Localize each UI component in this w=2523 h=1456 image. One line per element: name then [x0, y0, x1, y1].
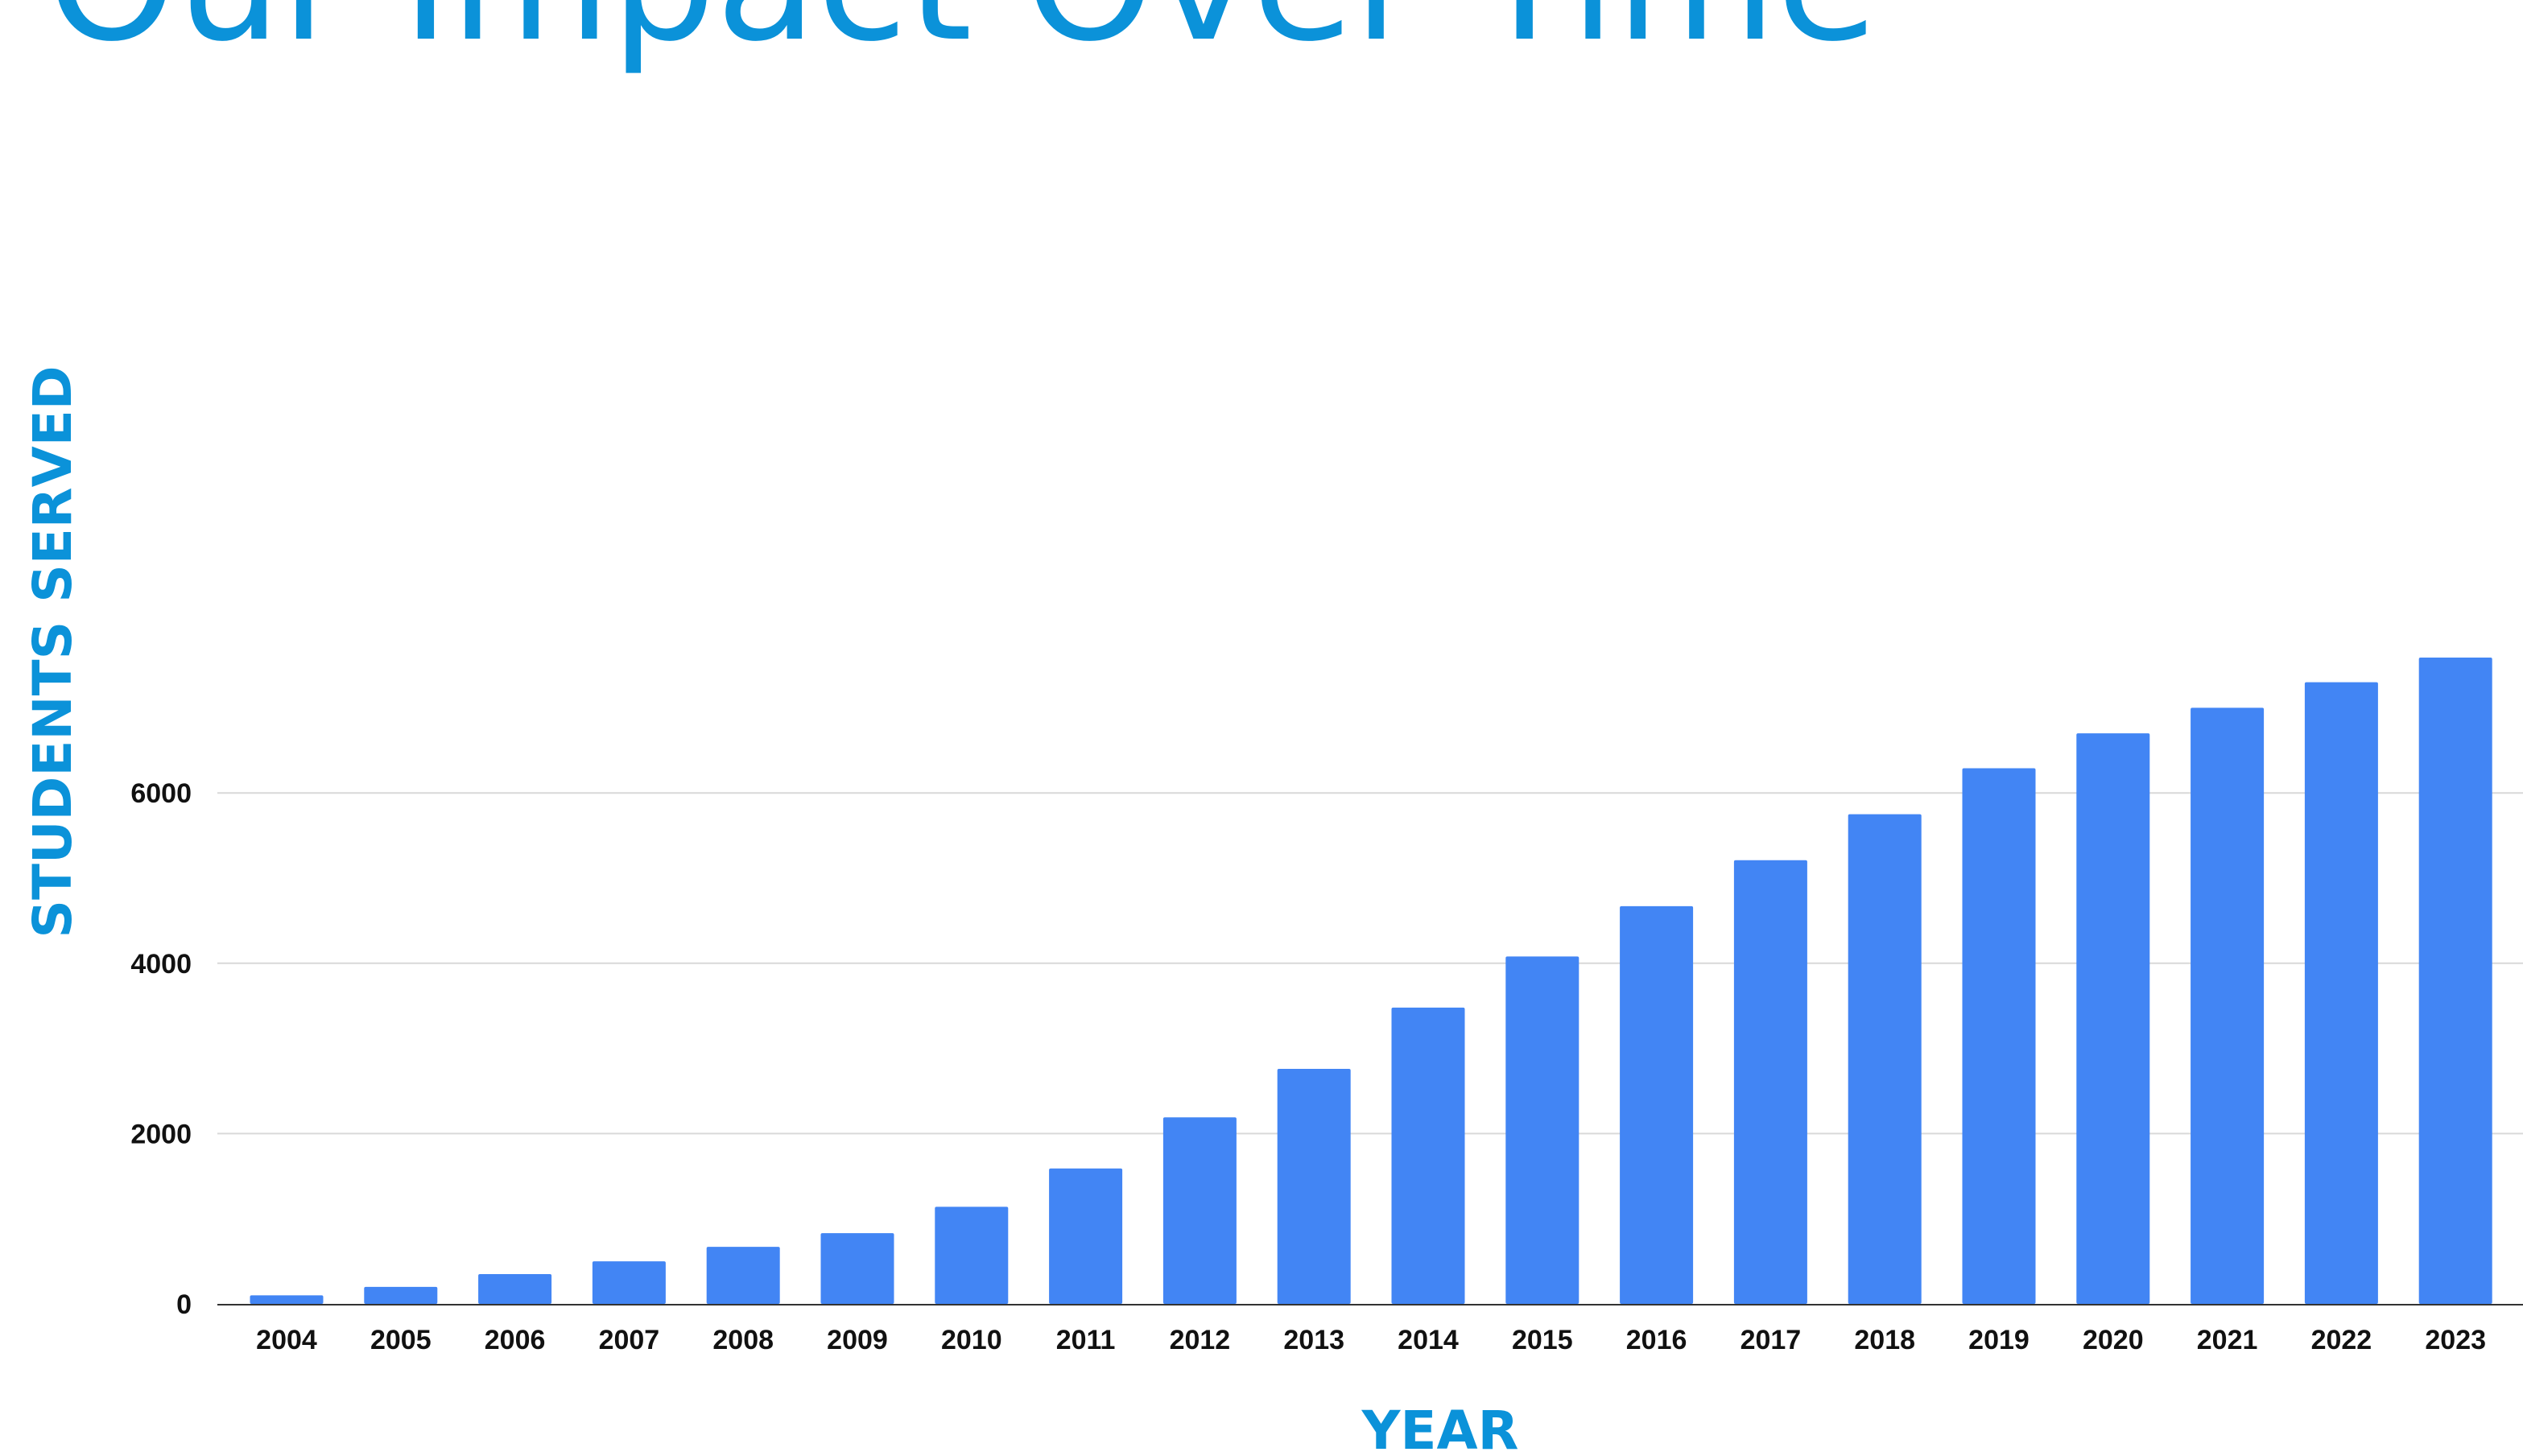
x-tick-label: 2022 [2311, 1325, 2372, 1355]
x-axis-title: YEAR [1361, 1400, 1519, 1456]
bars [250, 657, 2492, 1304]
bar-2011 [1049, 1168, 1123, 1304]
bar-2009 [820, 1233, 894, 1304]
chart-title: Our Impact Over Time [47, 0, 1878, 78]
bar-2010 [935, 1206, 1009, 1304]
x-tick-label: 2019 [1968, 1325, 2030, 1355]
y-axis-ticks: 0 2000 4000 6000 [130, 778, 192, 1320]
x-tick-label: 2021 [2197, 1325, 2258, 1355]
x-tick-label: 2018 [1854, 1325, 1915, 1355]
bar-2017 [1733, 860, 1807, 1304]
x-tick-label: 2008 [712, 1325, 774, 1355]
x-tick-label: 2015 [1512, 1325, 1573, 1355]
bar-2004 [250, 1295, 324, 1304]
bar-2012 [1162, 1117, 1237, 1304]
x-tick-label: 2017 [1740, 1325, 1802, 1355]
x-tick-label: 2009 [827, 1325, 888, 1355]
x-tick-label: 2007 [599, 1325, 660, 1355]
y-tick-label: 4000 [130, 949, 192, 980]
x-tick-label: 2016 [1626, 1325, 1687, 1355]
y-tick-label: 2000 [130, 1119, 192, 1149]
x-tick-label: 2006 [485, 1325, 546, 1355]
bar-2021 [2191, 707, 2265, 1304]
y-axis-title: STUDENTS SERVED [22, 365, 84, 938]
bar-2016 [1620, 905, 1694, 1304]
x-tick-label: 2012 [1170, 1325, 1231, 1355]
x-axis-ticks: 2004 2005 2006 2007 2008 2009 2010 2011 2012 2013… [256, 1325, 2486, 1355]
x-tick-label: 2010 [941, 1325, 1002, 1355]
bar-2013 [1277, 1068, 1351, 1304]
y-tick-label: 6000 [130, 778, 192, 809]
bar-2022 [2304, 682, 2378, 1304]
bar-2018 [1848, 814, 1922, 1304]
bar-2005 [364, 1286, 438, 1304]
bar-2019 [1962, 768, 2036, 1304]
x-tick-label: 2005 [370, 1325, 432, 1355]
x-tick-label: 2020 [2083, 1325, 2144, 1355]
bar-2014 [1391, 1007, 1465, 1304]
bar-2015 [1505, 956, 1579, 1304]
bar-2023 [2418, 657, 2492, 1304]
bar-2008 [706, 1247, 780, 1304]
x-tick-label: 2013 [1283, 1325, 1344, 1355]
x-tick-label: 2011 [1056, 1325, 1116, 1355]
x-tick-label: 2004 [256, 1325, 317, 1355]
bar-2007 [592, 1261, 666, 1304]
bar-2020 [2076, 733, 2150, 1304]
y-tick-label: 0 [176, 1289, 192, 1320]
x-tick-label: 2014 [1398, 1325, 1459, 1355]
gridlines [217, 792, 2523, 1135]
bar-2006 [478, 1273, 552, 1304]
x-tick-label: 2023 [2425, 1325, 2486, 1355]
